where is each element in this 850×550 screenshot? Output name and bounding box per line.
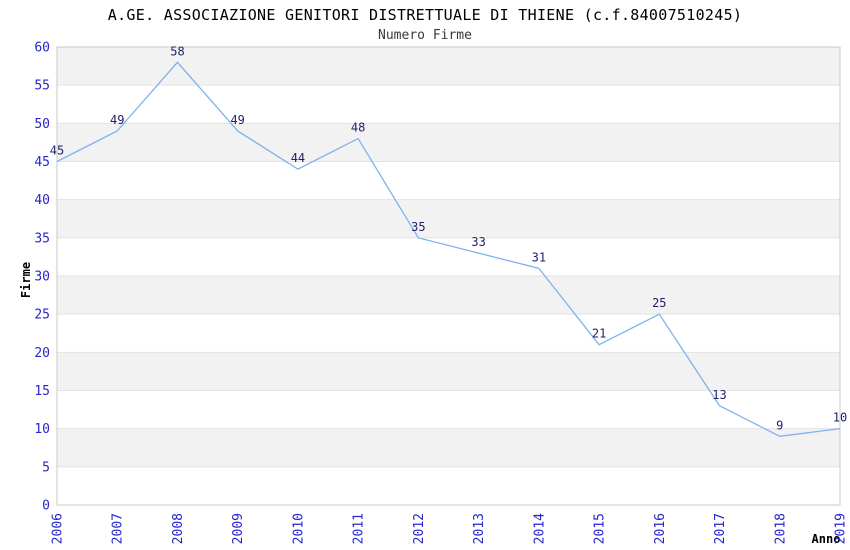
y-tick-label: 35: [34, 231, 50, 246]
y-tick-label: 20: [34, 346, 50, 361]
x-tick-label: 2011: [352, 513, 367, 544]
x-tick-label: 2008: [171, 513, 186, 544]
grid-band: [57, 47, 840, 86]
y-tick-label: 50: [34, 117, 50, 132]
data-label: 49: [110, 113, 124, 127]
data-label: 25: [652, 296, 666, 310]
data-line: [56, 61, 841, 437]
y-tick-label: 15: [34, 384, 50, 399]
x-tick-label: 2017: [713, 513, 728, 544]
plot-border: [56, 46, 841, 506]
grid-band: [57, 428, 840, 467]
y-tick-label: 30: [34, 270, 50, 285]
data-label: 44: [291, 151, 305, 165]
data-label: 13: [712, 388, 726, 402]
data-label: 10: [833, 411, 847, 425]
grid-band: [57, 276, 840, 315]
data-label: 31: [532, 250, 546, 264]
data-label: 9: [776, 418, 783, 432]
y-tick-label: 60: [34, 41, 50, 56]
y-tick-label: 0: [42, 499, 50, 514]
x-tick-label: 2007: [111, 513, 126, 544]
grid-band: [57, 123, 840, 162]
data-label: 49: [230, 113, 244, 127]
y-tick-label: 25: [34, 308, 50, 323]
y-tick-label: 5: [42, 460, 50, 475]
x-tick-label: 2006: [51, 513, 66, 544]
grid-band: [57, 352, 840, 391]
data-label: 21: [592, 327, 606, 341]
x-tick-label: 2012: [412, 513, 427, 544]
x-tick-label: 2015: [593, 513, 608, 544]
y-tick-label: 55: [34, 79, 50, 94]
data-label: 45: [50, 144, 64, 158]
x-tick-label: 2010: [291, 513, 306, 544]
data-label: 58: [170, 44, 184, 58]
chart-title: A.GE. ASSOCIAZIONE GENITORI DISTRETTUALE…: [107, 6, 743, 24]
x-tick-label: 2013: [472, 513, 487, 544]
x-tick-label: 2019: [834, 513, 849, 544]
x-tick-label: 2009: [231, 513, 246, 544]
x-tick-label: 2018: [773, 513, 788, 544]
data-label: 33: [471, 235, 485, 249]
grid-band: [57, 199, 840, 238]
y-tick-label: 10: [34, 422, 50, 437]
data-label: 35: [411, 220, 425, 234]
data-label: 48: [351, 121, 365, 135]
y-tick-label: 40: [34, 193, 50, 208]
x-tick-label: 2016: [653, 513, 668, 544]
x-tick-label: 2014: [532, 513, 547, 544]
x-axis-title: Anno: [811, 532, 841, 546]
chart-subtitle: Numero Firme: [378, 28, 472, 43]
y-tick-label: 45: [34, 155, 50, 170]
